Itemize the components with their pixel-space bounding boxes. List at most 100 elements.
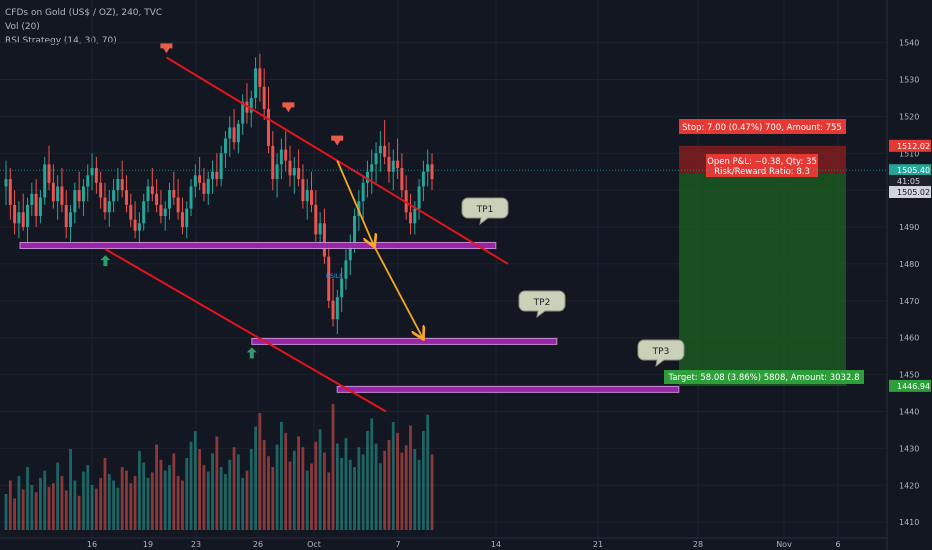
volume-bar xyxy=(327,472,331,530)
candle xyxy=(69,212,73,228)
volume-bar xyxy=(129,483,133,530)
price-tick-label: 1450 xyxy=(899,371,919,380)
candle xyxy=(370,164,374,172)
volume-bar xyxy=(331,404,335,530)
volume-bar xyxy=(417,459,421,530)
candle xyxy=(348,245,352,261)
volume-bar xyxy=(155,444,159,530)
candle xyxy=(396,160,400,169)
volume-bar xyxy=(181,480,184,530)
candle xyxy=(163,208,167,216)
volume-bar xyxy=(366,431,369,530)
support-zone-1[interactable] xyxy=(19,241,497,249)
volume-bar xyxy=(159,459,163,530)
volume-bar xyxy=(426,414,430,530)
candle xyxy=(271,145,275,180)
volume-bar xyxy=(301,447,305,530)
pnl-label: Open P&L: −0.38, Qty: 35 xyxy=(707,157,817,167)
support-zone-3[interactable] xyxy=(336,385,680,393)
time-tick-label: 16 xyxy=(87,540,97,549)
candle xyxy=(344,260,348,279)
candle xyxy=(318,223,322,235)
volume-bar xyxy=(176,476,180,530)
rsi-strategy-label[interactable]: RSI Strategy (14, 30, 70) xyxy=(5,36,117,46)
tp1-bubble[interactable] xyxy=(461,197,509,226)
candle xyxy=(292,168,296,176)
support-zone-2[interactable] xyxy=(251,337,558,345)
candle xyxy=(314,204,318,235)
price-axis[interactable] xyxy=(887,0,932,550)
tp2-label: TP2 xyxy=(533,298,551,308)
price-tick-label: 1510 xyxy=(899,149,919,158)
projection-arrow[interactable] xyxy=(336,160,374,246)
price-tick-label: 1540 xyxy=(899,39,919,48)
price-tick-label: 1490 xyxy=(899,223,919,232)
volume-bar xyxy=(107,474,111,530)
candle xyxy=(60,186,64,205)
time-tick-label: 6 xyxy=(835,540,840,549)
candle xyxy=(180,212,184,228)
volume-bar xyxy=(374,443,378,530)
candle xyxy=(189,186,193,209)
price-badge-countdown xyxy=(889,174,931,187)
price-tick-label: 1520 xyxy=(899,112,919,121)
volume-bar xyxy=(378,463,382,530)
channel-lower-line[interactable] xyxy=(104,248,387,413)
price-badge-label: 1505.40 xyxy=(897,166,930,175)
volume-bar xyxy=(26,467,29,530)
candle xyxy=(202,182,206,194)
volume-bar xyxy=(245,470,249,530)
price-tick-label: 1480 xyxy=(899,260,919,269)
tp2-bubble[interactable] xyxy=(518,290,566,319)
candle xyxy=(236,123,240,143)
volume-indicator-label[interactable]: Vol (20) xyxy=(5,22,40,32)
candle xyxy=(142,201,146,224)
volume-bar xyxy=(103,458,107,530)
candle xyxy=(47,164,51,183)
candle xyxy=(168,190,172,209)
candles xyxy=(4,53,434,335)
price-tick-label: 1440 xyxy=(899,408,919,417)
sell-signal-arrow-icon xyxy=(282,102,295,113)
time-tick-label: Nov xyxy=(776,540,792,549)
rsi-signal-label: RSILE xyxy=(326,273,343,280)
candle xyxy=(77,190,81,202)
candle xyxy=(241,101,245,124)
volume-bar xyxy=(77,495,81,530)
candle xyxy=(198,175,202,183)
volume-bar xyxy=(387,440,391,530)
candle xyxy=(249,97,253,113)
candle xyxy=(64,204,68,228)
candle xyxy=(279,149,283,165)
volume-bar xyxy=(56,462,60,530)
time-tick-label: 19 xyxy=(143,540,153,549)
candle xyxy=(99,182,103,198)
volume-bar xyxy=(112,480,115,530)
tp3-bubble[interactable] xyxy=(637,339,685,368)
candle xyxy=(340,278,344,298)
price-tick-label: 1460 xyxy=(899,334,919,343)
target-label-box xyxy=(664,370,864,384)
volume-bar xyxy=(258,413,262,530)
candle xyxy=(129,204,133,220)
candle xyxy=(8,179,12,205)
volume-bar xyxy=(172,453,176,530)
candle xyxy=(228,127,232,139)
volume-bar xyxy=(409,425,412,530)
candle xyxy=(391,160,395,172)
sell-signal-arrow-icon xyxy=(331,135,344,146)
candle xyxy=(150,186,154,194)
take-profit-zone[interactable] xyxy=(679,173,846,386)
candle xyxy=(206,179,210,194)
volume-bar xyxy=(206,471,210,530)
projection-arrow[interactable] xyxy=(373,245,423,337)
volume-bar xyxy=(228,459,232,530)
volume-bar xyxy=(232,447,236,530)
time-tick-label: 7 xyxy=(395,540,400,549)
candle xyxy=(176,197,180,213)
volume-bar xyxy=(30,485,34,530)
candle xyxy=(374,153,378,165)
candle xyxy=(124,190,128,205)
volume-bar xyxy=(94,488,98,530)
